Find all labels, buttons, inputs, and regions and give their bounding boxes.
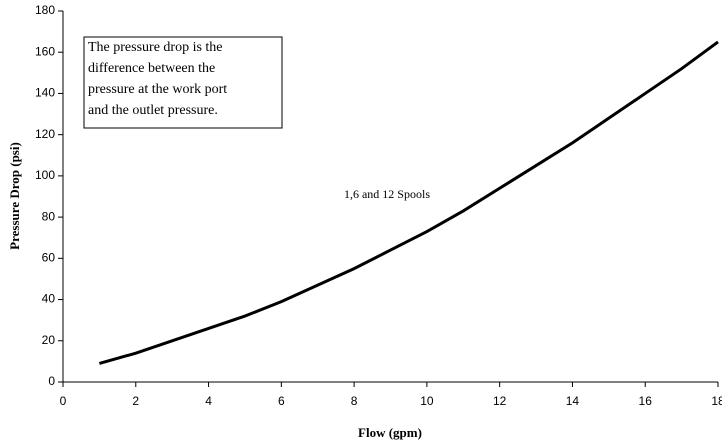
y-tick-label: 120 — [35, 127, 55, 141]
x-tick-label: 12 — [493, 394, 507, 408]
annotation-box — [83, 36, 283, 129]
x-tick-label: 6 — [278, 394, 285, 408]
x-tick-label: 16 — [639, 394, 653, 408]
x-tick-label: 14 — [566, 394, 580, 408]
y-tick-label: 140 — [35, 86, 55, 100]
x-axis-title: Flow (gpm) — [358, 425, 422, 440]
data-line — [98, 40, 719, 365]
annotation-text: pressure at the work port — [88, 82, 227, 97]
y-tick-label: 60 — [42, 251, 56, 265]
annotation-text: and the outlet pressure. — [88, 103, 218, 118]
y-tick-label: 0 — [48, 374, 55, 388]
y-tick-label: 160 — [35, 44, 55, 58]
x-tick-label: 4 — [205, 394, 212, 408]
y-tick-label: 100 — [35, 168, 55, 182]
y-tick-label: 80 — [42, 209, 56, 223]
y-tick-label: 20 — [42, 333, 56, 347]
annotation-text: The pressure drop is the — [88, 40, 223, 55]
x-tick-label: 0 — [60, 394, 67, 408]
curve-label: 1,6 and 12 Spools — [344, 187, 430, 201]
x-tick-label: 18 — [711, 394, 722, 408]
annotation-text: difference between the — [88, 61, 215, 76]
x-tick-label: 10 — [420, 394, 434, 408]
x-tick-label: 2 — [132, 394, 139, 408]
y-tick-label: 40 — [42, 292, 56, 306]
x-tick-label: 8 — [351, 394, 358, 408]
y-axis-title: Pressure Drop (psi) — [7, 142, 22, 250]
y-tick-label: 180 — [35, 3, 55, 17]
